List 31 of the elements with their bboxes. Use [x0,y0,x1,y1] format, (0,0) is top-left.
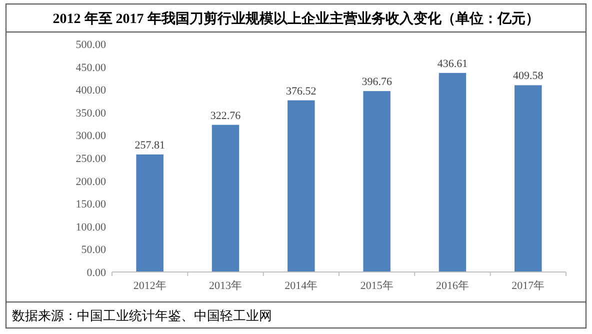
bar [212,124,240,272]
x-tick-label: 2014年 [284,280,318,292]
data-label: 396.76 [362,76,392,88]
bar [136,154,164,272]
data-label: 257.81 [134,139,165,152]
source-note: 数据来源：中国工业统计年鉴、中国轻工业网 [12,308,272,323]
y-tick-label: 0.00 [86,267,106,279]
bar [438,72,466,272]
y-tick-label: 450.00 [76,62,106,74]
y-tick-label: 400.00 [76,84,106,97]
y-tick-label: 500.00 [76,39,106,51]
data-label: 409.58 [513,70,544,82]
y-tick-label: 250.00 [76,153,106,165]
y-tick-label: 350.00 [76,107,106,120]
x-tick-label: 2015年 [360,280,394,292]
x-tick-label: 2016年 [436,280,469,292]
bar [363,91,390,272]
bar [288,100,315,272]
x-tick-label: 2017年 [512,280,545,292]
y-tick-label: 50.00 [81,244,106,256]
y-tick-label: 150.00 [76,198,106,211]
x-tick-label: 2012年 [133,280,166,292]
x-tick-label: 2013年 [209,280,242,292]
bar [514,85,542,272]
data-label: 436.61 [437,58,468,70]
data-label: 322.76 [210,110,242,122]
data-label: 376.52 [286,85,316,98]
chart-title: 2012 年至 2017 年我国刀剪行业规模以上企业主营业务收入变化（单位：亿元） [52,10,540,27]
y-tick-label: 300.00 [76,130,106,142]
y-tick-label: 200.00 [76,176,106,188]
y-tick-label: 100.00 [76,221,106,234]
